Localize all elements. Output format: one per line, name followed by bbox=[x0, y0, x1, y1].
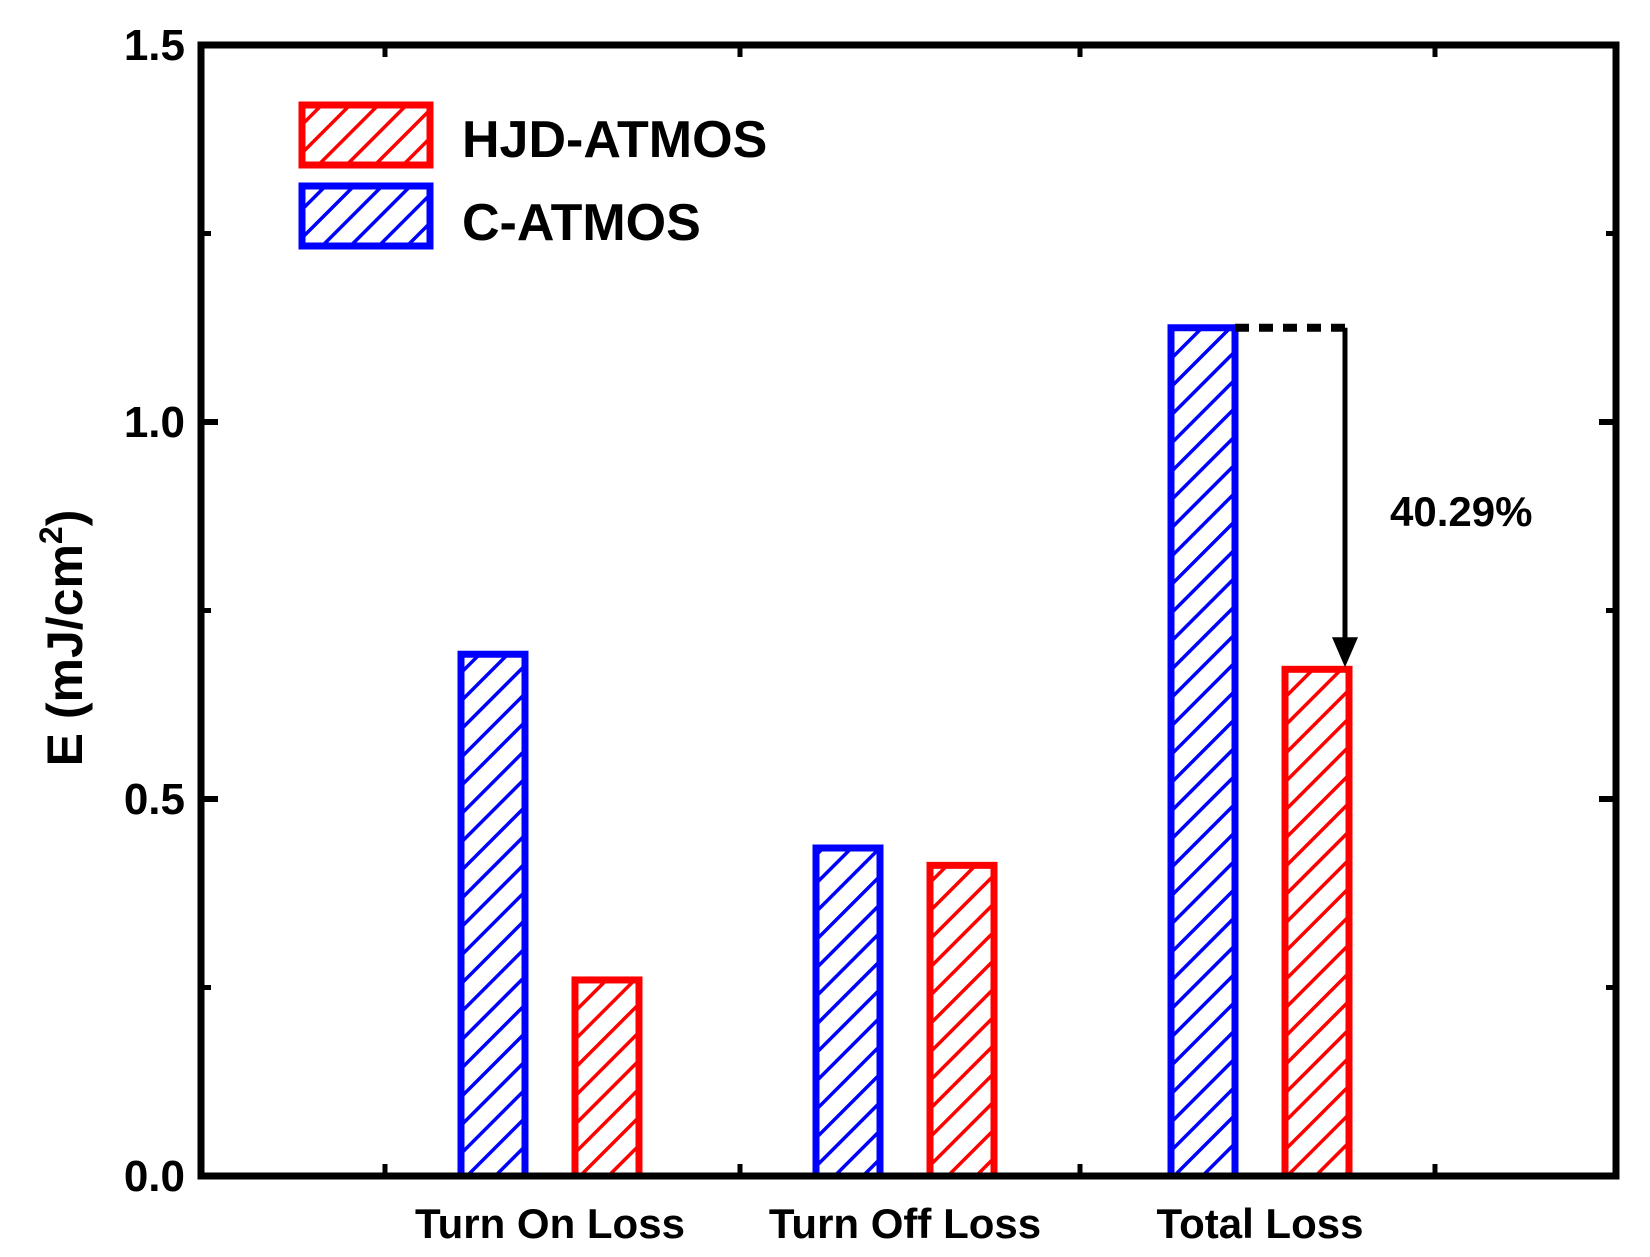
legend-swatch-hjd-atmos bbox=[298, 101, 434, 169]
x-category-label-turn-on-loss: Turn On Loss bbox=[415, 1200, 685, 1247]
legend-label-hjd-atmos: HJD-ATMOS bbox=[462, 111, 767, 169]
y-axis-label-close: ) bbox=[37, 510, 93, 527]
y-axis-label-main: E (mJ/cm bbox=[37, 544, 93, 766]
y-tick-label: 0.5 bbox=[124, 775, 185, 824]
y-axis-label-superscript: 2 bbox=[33, 526, 69, 544]
legend: HJD-ATMOS C-ATMOS bbox=[298, 101, 767, 252]
bar-hjd-atmos-total-loss bbox=[1281, 665, 1353, 1180]
annotation-layer bbox=[1235, 323, 1358, 668]
bars-layer bbox=[457, 324, 1353, 1180]
legend-swatch-c-atmos bbox=[298, 182, 434, 250]
y-axis-label: E (mJ/cm2) bbox=[33, 510, 93, 767]
reduction-percent-label: 40.29% bbox=[1390, 488, 1532, 535]
y-tick-label: 0.0 bbox=[124, 1152, 185, 1201]
x-category-label-turn-off-loss: Turn Off Loss bbox=[769, 1200, 1041, 1247]
axes-layer: 0.0 0.5 1.0 1.5 Turn On Loss Turn Off Loss Tot… bbox=[124, 21, 1620, 1247]
bar-c-atmos-turn-off-loss bbox=[812, 844, 884, 1180]
annotation-arrow-head bbox=[1332, 637, 1358, 668]
bar-hjd-atmos-turn-on-loss bbox=[571, 976, 643, 1180]
bar-c-atmos-total-loss bbox=[1167, 324, 1239, 1180]
y-tick-label: 1.5 bbox=[124, 21, 185, 70]
y-tick-label: 1.0 bbox=[124, 398, 185, 447]
bar-hjd-atmos-turn-off-loss bbox=[926, 861, 998, 1180]
bar-c-atmos-turn-on-loss bbox=[457, 650, 529, 1180]
legend-label-c-atmos: C-ATMOS bbox=[462, 194, 701, 252]
x-category-label-total-loss: Total Loss bbox=[1157, 1200, 1364, 1247]
